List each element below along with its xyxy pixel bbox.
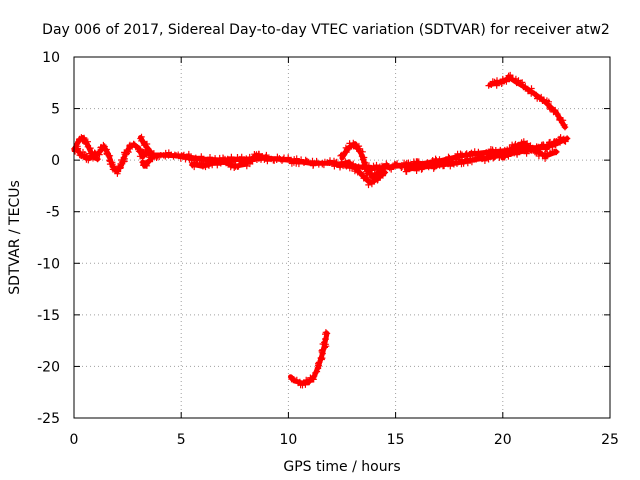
y-tick-label: -10 xyxy=(37,256,60,272)
plot-frame xyxy=(73,56,611,419)
series-track xyxy=(137,133,158,169)
plus-markers xyxy=(137,133,158,169)
y-tick-label: 5 xyxy=(51,102,60,118)
y-axis-label: SDTVAR / TECUs xyxy=(7,180,23,295)
series-track xyxy=(333,158,389,189)
y-tick-label: -20 xyxy=(37,359,60,375)
x-tick-label: 0 xyxy=(70,432,79,448)
x-tick-label: 5 xyxy=(177,432,186,448)
series-track xyxy=(337,139,391,181)
x-tick-label: 15 xyxy=(387,432,405,448)
y-tick-label: -15 xyxy=(37,308,60,324)
chart-title: Day 006 of 2017, Sidereal Day-to-day VTE… xyxy=(42,22,610,38)
plus-markers xyxy=(485,71,569,131)
data-series xyxy=(71,71,571,389)
y-tick-label: 10 xyxy=(42,50,60,66)
series-track xyxy=(498,138,560,162)
series-track xyxy=(485,71,569,131)
axis-ticks: 0 5 10 15 20 25 -25 -20 -15 -10 -5 0 5 10 xyxy=(37,50,619,448)
plus-markers xyxy=(498,138,560,162)
plus-markers xyxy=(189,150,271,171)
series-track xyxy=(73,145,101,164)
x-tick-label: 20 xyxy=(494,432,512,448)
plus-markers xyxy=(337,139,391,181)
plus-markers xyxy=(333,158,389,189)
grid xyxy=(74,57,610,418)
y-tick-label: -5 xyxy=(46,205,60,221)
x-axis-label: GPS time / hours xyxy=(283,459,400,475)
plus-markers xyxy=(74,145,101,164)
y-tick-label: 0 xyxy=(51,153,60,169)
plus-markers xyxy=(288,329,331,389)
series-track xyxy=(288,329,331,389)
x-tick-label: 25 xyxy=(601,432,619,448)
y-tick-label: -25 xyxy=(37,411,60,427)
series-track xyxy=(189,150,271,171)
series-track xyxy=(402,135,571,175)
x-tick-label: 10 xyxy=(279,432,297,448)
